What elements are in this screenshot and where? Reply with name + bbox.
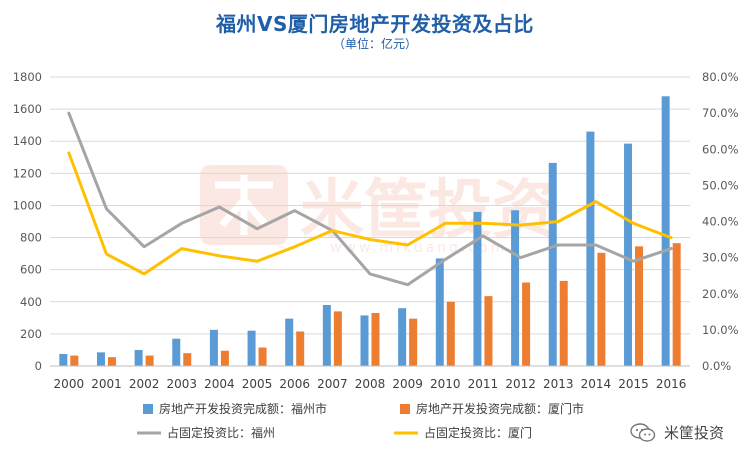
bar [134, 349, 143, 366]
bar [511, 210, 520, 366]
y-left-tick-label: 1400 [13, 134, 42, 148]
bar [522, 282, 531, 366]
bar [484, 296, 493, 366]
wechat-icon [630, 422, 656, 443]
bar [661, 96, 670, 367]
bar [409, 318, 418, 366]
y-right-tick-label: 50.0% [702, 178, 739, 192]
y-right-tick-label: 40.0% [702, 215, 739, 229]
bar [183, 353, 192, 366]
bar [586, 131, 595, 366]
legend-swatch [143, 404, 153, 414]
y-right-tick-label: 30.0% [702, 251, 739, 265]
y-left-tick-label: 1800 [13, 70, 42, 84]
bar [672, 243, 681, 366]
y-left-tick-label: 1600 [13, 102, 42, 116]
x-tick-label: 2015 [618, 377, 649, 391]
x-tick-label: 2002 [129, 377, 160, 391]
bar [322, 304, 331, 366]
bar [247, 330, 256, 366]
x-tick-label: 2014 [581, 377, 612, 391]
watermark-url: www.mikuang.com [330, 240, 507, 256]
x-tick-label: 2004 [204, 377, 235, 391]
x-tick-label: 2005 [242, 377, 273, 391]
x-tick-label: 2010 [430, 377, 461, 391]
bar [258, 347, 267, 366]
bar [398, 308, 407, 366]
x-tick-label: 2016 [656, 377, 687, 391]
legend-label: 占固定投资比：厦门 [424, 425, 532, 440]
y-right-tick-label: 10.0% [702, 323, 739, 337]
x-tick-label: 2008 [355, 377, 386, 391]
bar [446, 301, 455, 366]
legend-label: 占固定投资比：福州 [167, 425, 275, 440]
x-tick-label: 2009 [392, 377, 423, 391]
bar [285, 318, 294, 366]
chart-subtitle: （单位：亿元） [332, 37, 417, 51]
y-right-tick-label: 20.0% [702, 287, 739, 301]
legend-item: 房地产开发投资完成额：福州市 [143, 401, 327, 416]
bar [473, 211, 482, 366]
bar [559, 280, 568, 366]
bar [107, 357, 116, 366]
x-tick-label: 2011 [468, 377, 499, 391]
bar [360, 315, 369, 366]
bar [597, 252, 606, 366]
legend-label: 房地产开发投资完成额：厦门市 [416, 401, 584, 416]
bar [296, 331, 305, 366]
y-left-tick-label: 1200 [13, 166, 42, 180]
bar [435, 258, 444, 366]
bar [220, 350, 229, 366]
bar [172, 338, 181, 366]
y-left-tick-label: 0 [35, 359, 42, 373]
bar [209, 329, 218, 366]
x-tick-label: 2013 [543, 377, 574, 391]
legend-item: 占固定投资比：福州 [137, 425, 275, 440]
legend-swatch [400, 404, 410, 414]
y-right-tick-label: 80.0% [702, 70, 739, 84]
line-series-fuzhou [67, 111, 673, 287]
legend-item: 占固定投资比：厦门 [394, 425, 532, 440]
y-left-tick-label: 1000 [13, 198, 42, 212]
bar [145, 355, 154, 366]
x-tick-label: 2001 [91, 377, 122, 391]
y-right-tick-label: 60.0% [702, 142, 739, 156]
y-left-tick-label: 800 [20, 231, 42, 245]
y-left-tick-label: 400 [20, 295, 42, 309]
x-tick-label: 2012 [505, 377, 536, 391]
bar-series-fuzhou [59, 96, 670, 367]
bar [333, 311, 342, 366]
chart-title: 福州VS厦门房地产开发投资及占比 [216, 12, 534, 36]
y-right-tick-label: 0.0% [702, 359, 731, 373]
legend-item: 房地产开发投资完成额：厦门市 [400, 401, 584, 416]
bar [371, 313, 380, 366]
line-series-xiamen [67, 151, 673, 276]
brand: 米筐投资 [630, 422, 724, 443]
brand-text: 米筐投资 [663, 424, 724, 442]
bar [59, 353, 68, 366]
bar [96, 352, 105, 366]
x-tick-label: 2007 [317, 377, 348, 391]
bar [624, 143, 633, 366]
x-tick-label: 2000 [54, 377, 85, 391]
bar-series-xiamen [70, 243, 681, 366]
y-left-tick-label: 600 [20, 263, 42, 277]
bar [635, 246, 644, 366]
legend-label: 房地产开发投资完成额：福州市 [159, 401, 327, 416]
x-tick-label: 2003 [166, 377, 197, 391]
x-tick-label: 2006 [279, 377, 310, 391]
bar [70, 355, 79, 366]
bar [548, 162, 557, 366]
y-right-tick-label: 70.0% [702, 106, 739, 120]
y-left-tick-label: 200 [20, 327, 42, 341]
